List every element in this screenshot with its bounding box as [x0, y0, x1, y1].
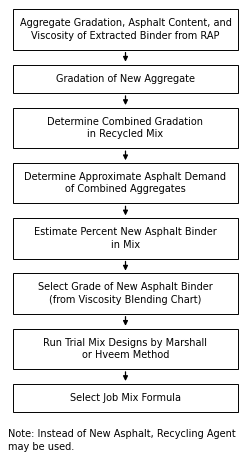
Bar	[12, 274, 237, 314]
Bar	[12, 329, 237, 369]
Bar	[12, 384, 237, 412]
Text: Select Job Mix Formula: Select Job Mix Formula	[70, 393, 180, 403]
Text: Determine Combined Gradation
in Recycled Mix: Determine Combined Gradation in Recycled…	[47, 117, 203, 139]
Text: Estimate Percent New Asphalt Binder
in Mix: Estimate Percent New Asphalt Binder in M…	[34, 227, 216, 250]
Text: Aggregate Gradation, Asphalt Content, and
Viscosity of Extracted Binder from RAP: Aggregate Gradation, Asphalt Content, an…	[20, 18, 231, 41]
Text: Run Trial Mix Designs by Marshall
or Hveem Method: Run Trial Mix Designs by Marshall or Hve…	[43, 338, 207, 360]
Bar	[12, 108, 237, 148]
Bar	[12, 218, 237, 259]
Text: Note: Instead of New Asphalt, Recycling Agent
may be used.: Note: Instead of New Asphalt, Recycling …	[8, 429, 234, 452]
Text: Select Grade of New Asphalt Binder
(from Viscosity Blending Chart): Select Grade of New Asphalt Binder (from…	[38, 282, 212, 305]
Text: Determine Approximate Asphalt Demand
of Combined Aggregates: Determine Approximate Asphalt Demand of …	[24, 172, 226, 194]
Bar	[12, 163, 237, 204]
Bar	[12, 64, 237, 93]
Bar	[12, 9, 237, 50]
Text: Gradation of New Aggregate: Gradation of New Aggregate	[56, 74, 194, 84]
